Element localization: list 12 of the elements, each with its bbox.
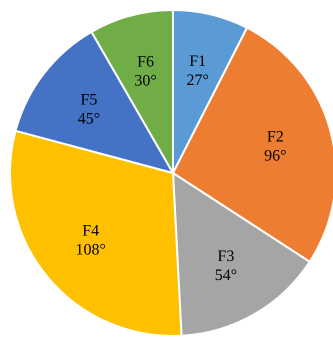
data-label: 27° [186,72,209,89]
data-label: 108° [75,242,106,259]
data-label: 54° [214,266,238,284]
data-label: 45° [78,110,100,128]
slice-label: F4 [82,222,100,240]
data-label: 96° [264,148,287,165]
slice-label: F5 [80,92,98,108]
slice-label: F3 [218,248,234,265]
slice-label: F6 [137,54,154,71]
slice-label: F1 [189,52,206,70]
data-label: 30° [134,72,157,90]
slice-label: F2 [266,128,284,146]
